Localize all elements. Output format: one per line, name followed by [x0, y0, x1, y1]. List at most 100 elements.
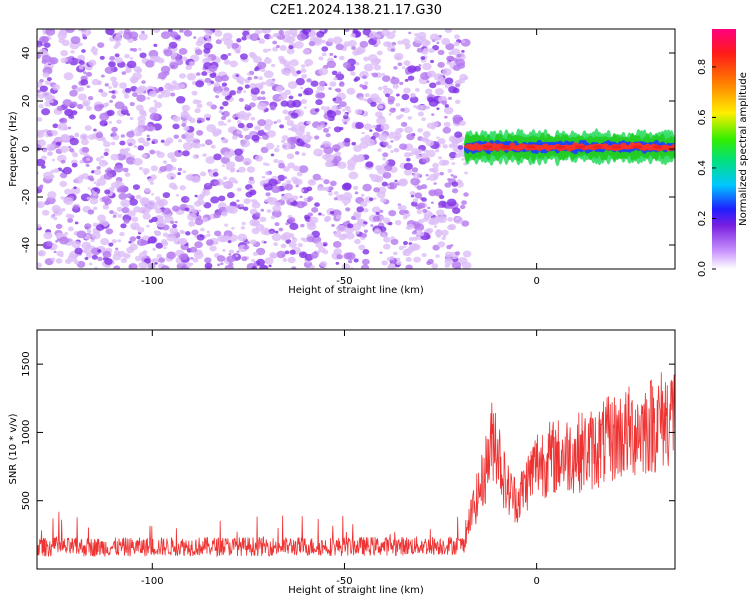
- spectrogram-cell: [438, 34, 442, 38]
- spectrogram-cell: [227, 52, 232, 56]
- spectrogram-cell: [104, 162, 109, 165]
- spectrogram-cell: [256, 258, 265, 266]
- spectrogram-cell: [61, 170, 65, 173]
- spectrogram-cell: [226, 192, 235, 199]
- spectrogram-cell: [142, 207, 148, 212]
- spectrogram-cell: [214, 30, 223, 37]
- spectrogram-cell: [171, 56, 176, 61]
- spectrogram-cell: [147, 262, 156, 269]
- spectrogram-cell: [457, 62, 466, 69]
- spectrogram-cell: [263, 241, 267, 244]
- spectrogram-cell: [87, 175, 94, 181]
- x-tick-label: -100: [141, 276, 164, 287]
- spectrogram-cell: [387, 99, 394, 105]
- spectrogram-cell: [443, 121, 451, 128]
- spectrogram-cell: [160, 239, 168, 245]
- spectrogram-cell: [43, 171, 53, 180]
- spectrogram-cell: [129, 56, 134, 60]
- spectrogram-cell: [59, 180, 68, 188]
- spectrogram-cell: [46, 143, 56, 151]
- spectrogram-cell: [97, 214, 106, 222]
- spectrogram-cell: [235, 74, 240, 77]
- spectrogram-cell: [154, 101, 163, 109]
- spectrogram-cell: [182, 170, 187, 174]
- spectrogram-cell: [111, 126, 118, 133]
- spectrogram-cell: [123, 29, 131, 35]
- spectrogram-cell: [446, 198, 457, 207]
- spectrogram-cell: [190, 142, 198, 148]
- spectrogram-cell: [149, 149, 156, 155]
- spectrogram-cell: [438, 194, 445, 200]
- spectrogram-cell: [409, 96, 419, 104]
- spectrogram-cell: [148, 49, 159, 58]
- spectrogram-cell: [451, 48, 461, 56]
- spectrogram-cell: [426, 70, 436, 78]
- spectrogram-cell: [378, 115, 383, 119]
- spectrogram-cell: [241, 221, 246, 226]
- spectrogram-cell: [240, 53, 248, 60]
- spectrogram-cell: [392, 83, 400, 89]
- spectrogram-cell: [203, 47, 211, 54]
- spectrogram-cell: [148, 106, 158, 114]
- spectrogram-cell: [187, 212, 197, 221]
- spectrogram-cell: [444, 257, 454, 266]
- spectrogram-cell: [178, 253, 188, 261]
- spectrogram-cell: [206, 124, 217, 133]
- spectrogram-cell: [412, 236, 419, 241]
- spectrogram-cell: [100, 74, 105, 78]
- spectrogram-cell: [95, 157, 102, 162]
- spectrogram-cell: [273, 121, 277, 124]
- spectrogram-cell: [341, 196, 352, 205]
- spectrogram-cell: [126, 130, 135, 138]
- spectrogram-cell: [353, 211, 362, 218]
- spectrogram-cell: [328, 192, 333, 196]
- spectrogram-cell: [60, 196, 65, 200]
- spectrogram-cell: [380, 123, 390, 131]
- spectrogram-cell: [132, 92, 138, 97]
- spectrogram-cell: [179, 73, 187, 79]
- spectrogram-cell: [285, 179, 292, 185]
- spectrogram-cell: [313, 135, 320, 140]
- spectrogram-cell: [431, 113, 435, 116]
- spectrogram-cell: [120, 199, 131, 208]
- spectrogram-cell: [125, 193, 133, 199]
- spectrogram-cell: [444, 104, 449, 108]
- spectrogram-cell: [422, 62, 432, 71]
- spectrogram-cell: [301, 152, 306, 156]
- spectrogram-cell: [78, 29, 83, 32]
- spectrogram-cell: [260, 90, 266, 95]
- spectrogram-cell: [155, 150, 161, 155]
- spectrogram-cell: [207, 82, 212, 86]
- x-tick-label: -50: [336, 276, 352, 287]
- spectrogram-cell: [209, 245, 217, 252]
- spectrogram-cell: [68, 145, 72, 149]
- signal-peak: [482, 145, 493, 149]
- spectrogram-cell: [108, 90, 112, 94]
- spectrogram-cell: [372, 72, 379, 78]
- spectrogram-cell: [259, 264, 269, 269]
- spectrogram-cell: [154, 196, 161, 201]
- spectrogram-cell: [404, 78, 409, 82]
- spectrogram-cell: [159, 165, 167, 173]
- spectrogram-cell: [264, 257, 274, 265]
- spectrogram-cell: [404, 248, 410, 253]
- spectrogram-cell: [151, 216, 158, 223]
- spectrogram-cell: [229, 60, 238, 68]
- spectrogram-cell: [376, 50, 383, 56]
- spectrogram-cell: [204, 77, 212, 84]
- spectrogram-cell: [301, 134, 312, 143]
- spectrogram-cell: [116, 119, 122, 125]
- spectrogram-cell: [258, 38, 266, 44]
- spectrogram-cell: [288, 95, 294, 100]
- spectrogram-cell: [432, 162, 440, 169]
- spectrogram-cell: [94, 188, 98, 192]
- spectrogram-cell: [306, 78, 312, 83]
- spectrogram-cell: [208, 64, 218, 72]
- spectrogram-cell: [142, 213, 151, 220]
- spectrogram-cell: [138, 251, 147, 259]
- spectrogram-cell: [386, 144, 392, 149]
- spectrogram-cell: [383, 164, 393, 172]
- signal-peak: [575, 145, 586, 149]
- spectrogram-cell: [113, 35, 123, 43]
